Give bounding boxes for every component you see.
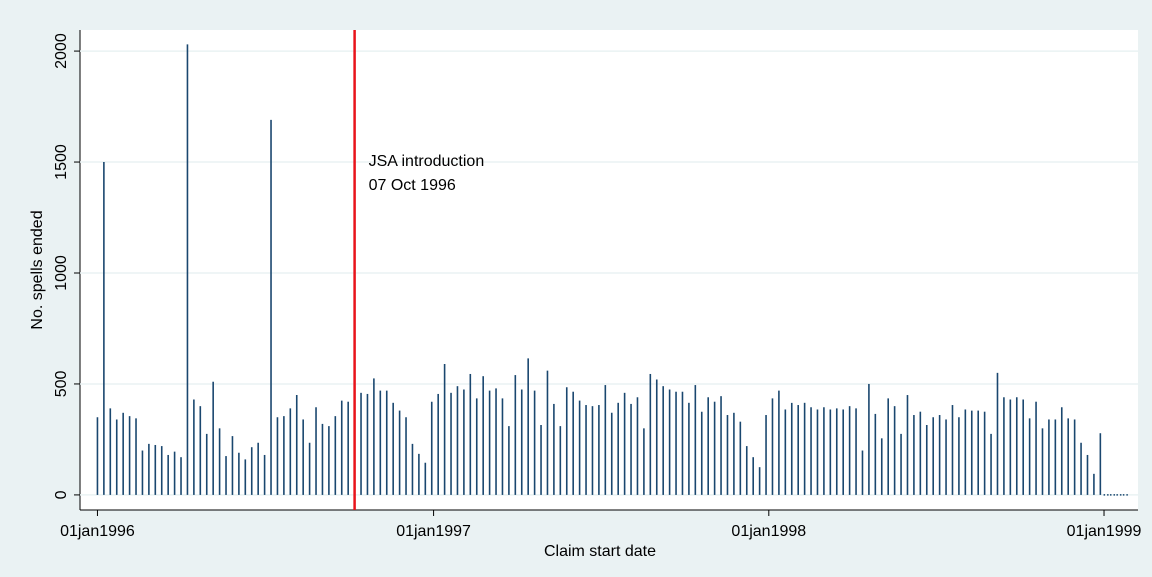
- y-tick-label: 0: [53, 490, 70, 499]
- annotation: JSA introduction: [369, 153, 485, 170]
- y-tick-label: 2000: [53, 33, 70, 69]
- x-tick-label: 01jan1997: [396, 523, 471, 540]
- x-tick-label: 01jan1998: [731, 523, 806, 540]
- y-tick-label: 1500: [53, 144, 70, 180]
- plot-area: [80, 30, 1138, 510]
- y-tick-label: 1000: [53, 255, 70, 291]
- x-tick-label: 01jan1996: [60, 523, 135, 540]
- y-tick-label: 500: [53, 371, 70, 398]
- y-axis-title: No. spells ended: [29, 210, 46, 329]
- x-axis-title: Claim start date: [544, 543, 656, 560]
- annotation: 07 Oct 1996: [369, 177, 456, 194]
- x-tick-label: 01jan1999: [1067, 523, 1142, 540]
